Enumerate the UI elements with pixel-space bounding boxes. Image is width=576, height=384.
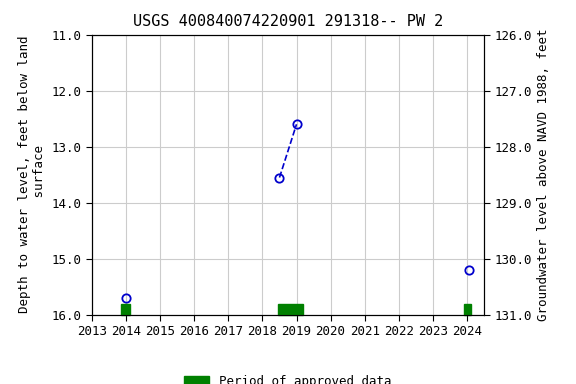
- Legend: Period of approved data: Period of approved data: [179, 370, 397, 384]
- Bar: [121, 304, 130, 315]
- Y-axis label: Groundwater level above NAVD 1988, feet: Groundwater level above NAVD 1988, feet: [537, 28, 550, 321]
- Bar: [464, 304, 471, 315]
- Title: USGS 400840074220901 291318-- PW 2: USGS 400840074220901 291318-- PW 2: [133, 14, 443, 29]
- Bar: [278, 304, 304, 315]
- Y-axis label: Depth to water level, feet below land
 surface: Depth to water level, feet below land su…: [18, 36, 46, 313]
